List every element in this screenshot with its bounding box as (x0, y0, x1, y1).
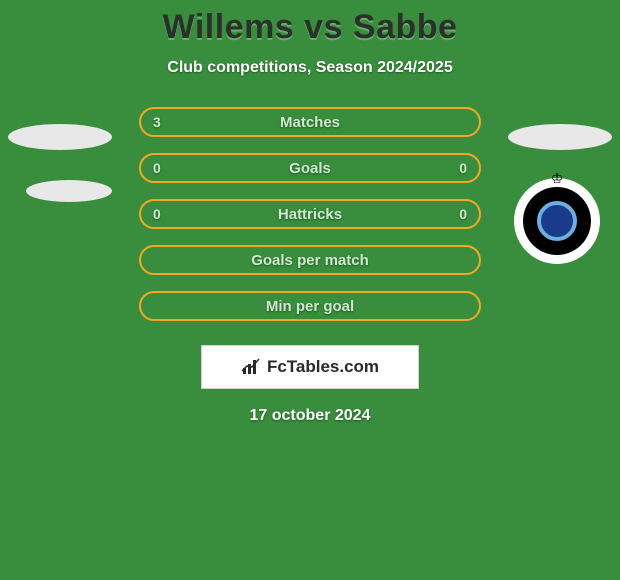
stat-right-value: 0 (459, 160, 467, 176)
stat-row: Goals per match (139, 245, 481, 275)
stat-left-value: 0 (153, 160, 161, 176)
club-badge-ring (523, 187, 591, 255)
chart-icon (241, 358, 263, 376)
stat-right-value: 0 (459, 206, 467, 222)
stat-left-value: 0 (153, 206, 161, 222)
left-club-logo (26, 180, 112, 202)
crown-icon: ♔ (551, 170, 564, 187)
stat-left-value: 3 (153, 114, 161, 130)
stat-row: 0 Hattricks 0 (139, 199, 481, 229)
stat-label: Hattricks (278, 206, 342, 223)
right-player-photo (508, 124, 612, 150)
brand-label: FcTables.com (267, 357, 379, 377)
left-player-photo (8, 124, 112, 150)
subtitle: Club competitions, Season 2024/2025 (167, 59, 452, 77)
stat-label: Goals per match (251, 252, 369, 269)
stat-row: 3 Matches (139, 107, 481, 137)
stats-list: 3 Matches 0 Goals 0 0 Hattricks 0 Goals per matc… (139, 107, 481, 337)
date-label: 17 october 2024 (250, 407, 371, 425)
right-club-logo: ♔ (514, 178, 600, 264)
stat-row: 0 Goals 0 (139, 153, 481, 183)
stat-label: Matches (280, 114, 340, 131)
stat-row: Min per goal (139, 291, 481, 321)
page-title: Willems vs Sabbe (163, 8, 458, 47)
stat-label: Goals (289, 160, 331, 177)
club-badge-core (537, 201, 577, 241)
stat-label: Min per goal (266, 298, 354, 315)
brand-box[interactable]: FcTables.com (201, 345, 419, 389)
